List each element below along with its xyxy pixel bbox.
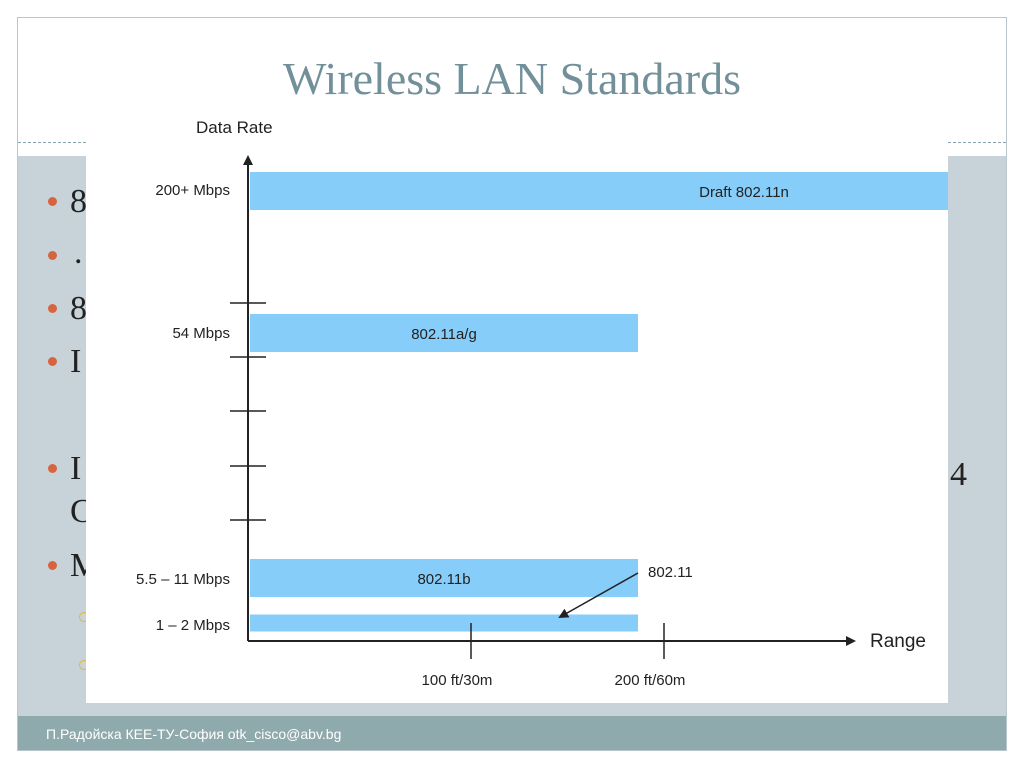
- bar-1: [250, 559, 638, 597]
- bar-label: 802.11b: [417, 571, 470, 588]
- y-axis-title: Data Rate: [196, 118, 273, 137]
- bullet-marker: [48, 357, 57, 366]
- y-category-label: 200+ Mbps: [155, 182, 230, 199]
- bullet-marker: [48, 561, 57, 570]
- bullet-text: .: [74, 234, 83, 271]
- bar-label: 802.11a/g: [411, 326, 477, 343]
- slide-title: Wireless LAN Standards: [282, 53, 742, 104]
- bullet-text: 8: [70, 183, 87, 220]
- bar-2: [250, 314, 638, 352]
- bullet-text: I: [70, 450, 82, 487]
- x-tick-label: 200 ft/60m: [615, 672, 686, 689]
- footer-text: П.Радойска КЕЕ-ТУ-София otk_cisco@abv.bg: [46, 726, 342, 742]
- chart-panel: 802.11b 802.11a/g Draft 802.11n 100 ft/30m 2…: [86, 111, 948, 703]
- bar-3: [250, 172, 948, 210]
- y-category-label: 5.5 – 11 Mbps: [136, 571, 230, 588]
- partial-right-text: 4: [950, 456, 967, 493]
- annotation-label: 802.11: [648, 564, 693, 581]
- annotation-arrow: [558, 572, 639, 618]
- bullet-text: I: [70, 343, 82, 380]
- bullet-marker: [48, 464, 57, 473]
- footer-bar: [18, 716, 1006, 750]
- bullet-text: 8: [70, 290, 87, 327]
- chart-svg: 802.11b 802.11a/g Draft 802.11n 100 ft/30m 2…: [136, 118, 948, 689]
- bar-label: Draft 802.11n: [699, 184, 789, 201]
- bullet-marker: [48, 251, 57, 260]
- x-tick-label: 100 ft/30m: [422, 672, 493, 689]
- x-axis-title: Range: [870, 631, 926, 652]
- bullet-marker: [48, 197, 57, 206]
- y-category-label: 1 – 2 Mbps: [156, 617, 230, 634]
- bullet-marker: [48, 304, 57, 313]
- y-category-label: 54 Mbps: [172, 325, 230, 342]
- bar-0: [250, 614, 638, 632]
